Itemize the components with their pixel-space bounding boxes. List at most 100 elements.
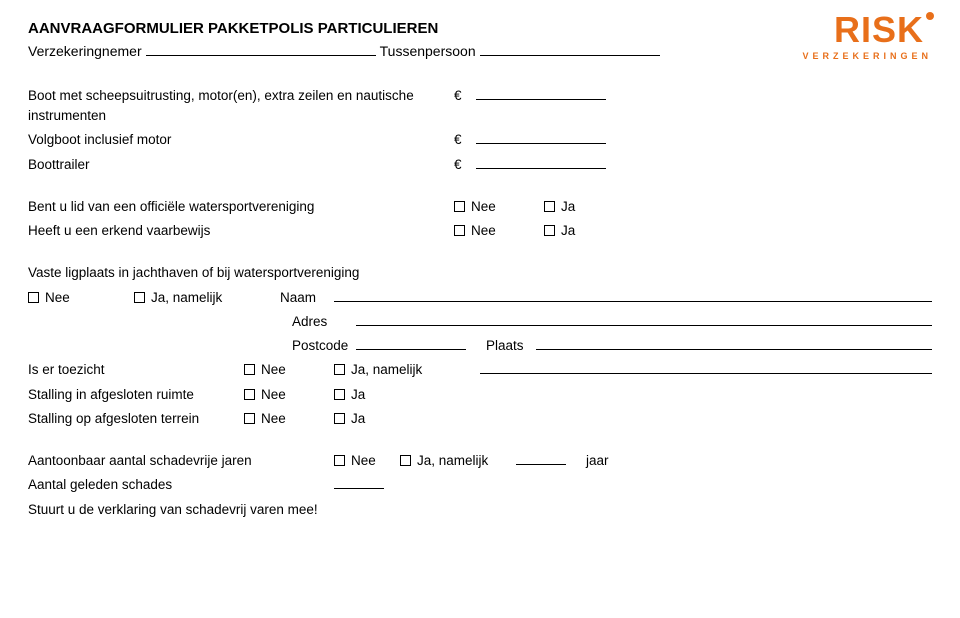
checkbox-icon[interactable] <box>544 225 555 236</box>
berth-naam-label: Naam <box>280 288 328 308</box>
intermediary-input-line[interactable] <box>480 42 660 55</box>
berth-heading: Vaste ligplaats in jachthaven of bij wat… <box>28 263 359 283</box>
berth-plaats-line[interactable] <box>536 337 932 350</box>
enclosed-space-label: Stalling in afgesloten ruimte <box>28 385 238 405</box>
trailer-label: Boottrailer <box>28 155 448 175</box>
berth-heading-row: Vaste ligplaats in jachthaven of bij wat… <box>28 263 932 283</box>
enclosed-space-ja-option[interactable]: Ja <box>334 385 418 405</box>
numclaims-line[interactable] <box>334 476 384 489</box>
checkbox-icon[interactable] <box>454 225 465 236</box>
berth-nee-option[interactable]: Nee <box>28 288 128 308</box>
logo-text: RISK <box>834 14 932 46</box>
row-supervision: Is er toezicht Nee Ja, namelijk <box>28 360 932 380</box>
row-assoc: Bent u lid van een officiële watersportv… <box>28 197 932 217</box>
row-trailer: Boottrailer € <box>28 155 932 175</box>
row-claimfree: Aantoonbaar aantal schadevrije jaren Nee… <box>28 451 932 471</box>
claimfree-ja-text: Ja, namelijk <box>417 451 488 471</box>
supervision-ja-option[interactable]: Ja, namelijk <box>334 360 474 380</box>
year-suffix: jaar <box>586 451 609 471</box>
tender-amount-line[interactable] <box>476 131 606 144</box>
supervision-nee-option[interactable]: Nee <box>244 360 328 380</box>
row-statement: Stuurt u de verklaring van schadevrij va… <box>28 500 932 520</box>
assoc-label: Bent u lid van een officiële watersportv… <box>28 197 448 217</box>
berth-ja-text: Ja, namelijk <box>151 288 222 308</box>
row-equipment: Boot met scheepsuitrusting, motor(en), e… <box>28 86 932 127</box>
equipment-label: Boot met scheepsuitrusting, motor(en), e… <box>28 86 448 127</box>
statement-text: Stuurt u de verklaring van schadevrij va… <box>28 500 318 520</box>
logo-word: RISK <box>834 9 924 50</box>
enclosed-terrain-ja-text: Ja <box>351 409 365 429</box>
checkbox-icon[interactable] <box>244 389 255 400</box>
enclosed-space-nee-text: Nee <box>261 385 286 405</box>
claimfree-label: Aantoonbaar aantal schadevrije jaren <box>28 451 328 471</box>
row-enclosed-terrain: Stalling op afgesloten terrein Nee Ja <box>28 409 932 429</box>
berth-adres-line[interactable] <box>356 313 932 326</box>
claimfree-years-line[interactable] <box>516 452 566 465</box>
checkbox-icon[interactable] <box>134 292 145 303</box>
row-tender: Volgboot inclusief motor € <box>28 130 932 150</box>
assoc-nee-option[interactable]: Nee <box>454 197 538 217</box>
row-enclosed-space: Stalling in afgesloten ruimte Nee Ja <box>28 385 932 405</box>
enclosed-space-ja-text: Ja <box>351 385 365 405</box>
supervision-detail-line[interactable] <box>480 361 932 374</box>
enclosed-space-nee-option[interactable]: Nee <box>244 385 328 405</box>
license-nee-option[interactable]: Nee <box>454 221 538 241</box>
row-license: Heeft u een erkend vaarbewijs Nee Ja <box>28 221 932 241</box>
checkbox-icon[interactable] <box>244 364 255 375</box>
berth-nee-ja-row: Nee Ja, namelijk Naam <box>28 288 932 308</box>
enclosed-terrain-label: Stalling op afgesloten terrein <box>28 409 238 429</box>
policyholder-label: Verzekeringnemer <box>28 41 142 62</box>
berth-section: Vaste ligplaats in jachthaven of bij wat… <box>28 263 932 429</box>
enclosed-terrain-ja-option[interactable]: Ja <box>334 409 418 429</box>
berth-postcode-label: Postcode <box>292 336 350 356</box>
checkbox-icon[interactable] <box>334 364 345 375</box>
header-left: AANVRAAGFORMULIER PAKKETPOLIS PARTICULIE… <box>28 18 802 62</box>
berth-adres-row: Adres <box>28 312 932 332</box>
enclosed-terrain-nee-text: Nee <box>261 409 286 429</box>
checkbox-icon[interactable] <box>334 455 345 466</box>
assoc-ja-text: Ja <box>561 197 575 217</box>
berth-postcode-line[interactable] <box>356 337 466 350</box>
trailer-amount-line[interactable] <box>476 156 606 169</box>
claimfree-ja-option[interactable]: Ja, namelijk <box>400 451 510 471</box>
membership-section: Bent u lid van een officiële watersportv… <box>28 197 932 242</box>
checkbox-icon[interactable] <box>454 201 465 212</box>
tender-label: Volgboot inclusief motor <box>28 130 448 150</box>
page-header: AANVRAAGFORMULIER PAKKETPOLIS PARTICULIE… <box>28 18 932 64</box>
checkbox-icon[interactable] <box>334 413 345 424</box>
enclosed-terrain-nee-option[interactable]: Nee <box>244 409 328 429</box>
claimfree-nee-text: Nee <box>351 451 376 471</box>
intermediary-label: Tussenpersoon <box>380 41 476 62</box>
claims-section: Aantoonbaar aantal schadevrije jaren Nee… <box>28 451 932 520</box>
equipment-amount-line[interactable] <box>476 87 606 100</box>
berth-naam-line[interactable] <box>334 289 932 302</box>
berth-plaats-label: Plaats <box>486 336 524 356</box>
boat-values-section: Boot met scheepsuitrusting, motor(en), e… <box>28 86 932 175</box>
currency-symbol: € <box>454 155 470 175</box>
checkbox-icon[interactable] <box>28 292 39 303</box>
numclaims-label: Aantal geleden schades <box>28 475 328 495</box>
logo-subtext: VERZEKERINGEN <box>802 50 932 64</box>
currency-symbol: € <box>454 130 470 150</box>
berth-ja-option[interactable]: Ja, namelijk <box>134 288 274 308</box>
berth-nee-text: Nee <box>45 288 70 308</box>
policyholder-input-line[interactable] <box>146 42 376 55</box>
row-numclaims: Aantal geleden schades <box>28 475 932 495</box>
license-nee-text: Nee <box>471 221 496 241</box>
logo-dot-icon <box>926 12 934 20</box>
header-subline: Verzekeringnemer Tussenpersoon <box>28 41 802 62</box>
checkbox-icon[interactable] <box>544 201 555 212</box>
license-ja-option[interactable]: Ja <box>544 221 628 241</box>
supervision-ja-text: Ja, namelijk <box>351 360 422 380</box>
berth-postcode-row: Postcode Plaats <box>28 336 932 356</box>
claimfree-nee-option[interactable]: Nee <box>334 451 394 471</box>
supervision-nee-text: Nee <box>261 360 286 380</box>
assoc-nee-text: Nee <box>471 197 496 217</box>
checkbox-icon[interactable] <box>400 455 411 466</box>
assoc-ja-option[interactable]: Ja <box>544 197 628 217</box>
form-title: AANVRAAGFORMULIER PAKKETPOLIS PARTICULIE… <box>28 18 802 41</box>
supervision-label: Is er toezicht <box>28 360 238 380</box>
license-label: Heeft u een erkend vaarbewijs <box>28 221 448 241</box>
checkbox-icon[interactable] <box>334 389 345 400</box>
checkbox-icon[interactable] <box>244 413 255 424</box>
